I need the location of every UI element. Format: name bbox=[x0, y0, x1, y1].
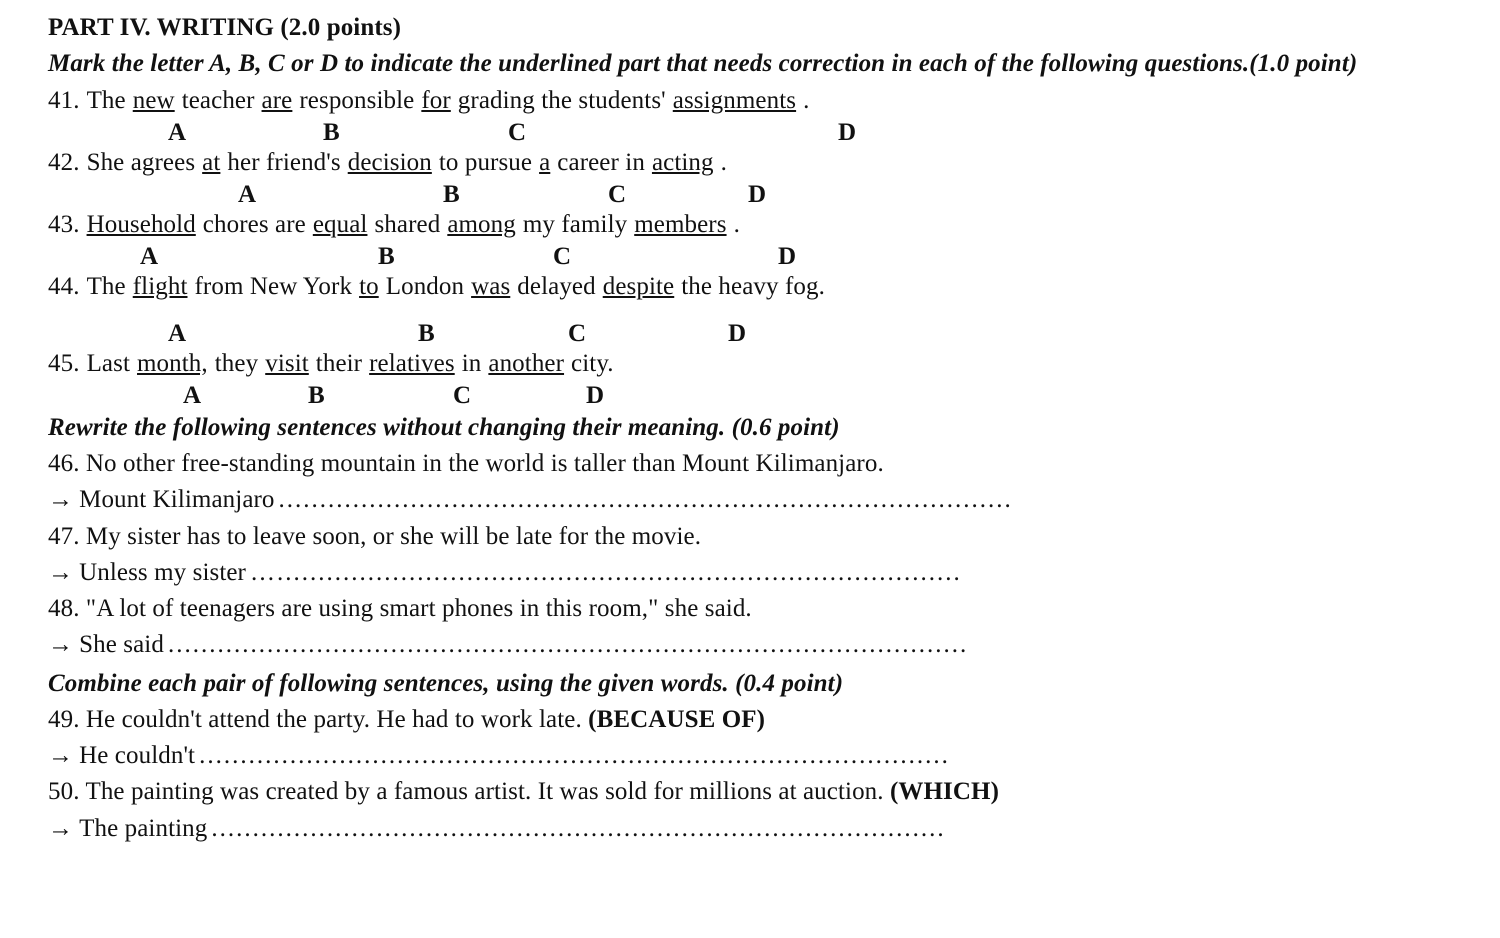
option-B-text: equal bbox=[313, 207, 368, 243]
combine-answer-line: →He couldn't............................… bbox=[48, 738, 1452, 774]
option-letters-row: ABCD bbox=[48, 316, 948, 346]
combine-lead: He couldn't bbox=[79, 738, 195, 774]
option-letter-C[interactable]: C bbox=[568, 316, 586, 352]
option-C-text: was bbox=[471, 269, 510, 305]
question-sentence: 45. Last month, they visit their relativ… bbox=[48, 346, 1452, 382]
option-letter-B[interactable]: B bbox=[308, 378, 325, 414]
option-letter-C[interactable]: C bbox=[553, 239, 571, 275]
option-B-text: decision bbox=[348, 145, 432, 181]
option-D-text: members bbox=[634, 207, 726, 243]
question-sentence: 42. She agrees at her friend's decision … bbox=[48, 145, 1452, 181]
option-B-text: are bbox=[262, 83, 293, 119]
option-A-text: at bbox=[202, 145, 220, 181]
answer-blank[interactable]: ........................................… bbox=[279, 482, 1013, 518]
question-42: 42. She agrees at her friend's decision … bbox=[48, 145, 1452, 207]
option-letter-D[interactable]: D bbox=[728, 316, 746, 352]
option-B-text: visit bbox=[265, 346, 309, 382]
option-letter-B[interactable]: B bbox=[378, 239, 395, 275]
rewrite-answer-line: → She said..............................… bbox=[48, 627, 1452, 663]
exam-page: PART IV. WRITING (2.0 points) Mark the l… bbox=[0, 0, 1500, 857]
combine-lead: The painting bbox=[79, 811, 207, 847]
arrow-icon: → bbox=[48, 482, 75, 518]
option-letter-A[interactable]: A bbox=[168, 115, 186, 151]
rewrite-answer-line: → Unless my sister….....................… bbox=[48, 555, 1452, 591]
rewrite-sentence: 47. My sister has to leave soon, or she … bbox=[48, 519, 1452, 555]
option-letter-B[interactable]: B bbox=[418, 316, 435, 352]
instruction-rewrite: Rewrite the following sentences without … bbox=[48, 410, 1452, 446]
combine-block: 49. He couldn't attend the party. He had… bbox=[48, 702, 1452, 847]
question-sentence: 41. The new teacher are responsible for … bbox=[48, 83, 1452, 119]
option-letters-row: ABCD bbox=[48, 239, 948, 269]
option-letters-row: ABCD bbox=[48, 115, 1048, 145]
option-D-text: despite bbox=[603, 269, 675, 305]
rewrite-lead: Unless my sister bbox=[79, 555, 246, 591]
question-44: 44. The flight from New York to London w… bbox=[48, 269, 1452, 345]
question-41: 41. The new teacher are responsible for … bbox=[48, 83, 1452, 145]
rewrite-item-46: 46. No other free-standing mountain in t… bbox=[48, 446, 1452, 519]
option-A-text: new bbox=[133, 83, 175, 119]
question-43: 43. Household chores are equal shared am… bbox=[48, 207, 1452, 269]
answer-blank[interactable]: ….......................................… bbox=[250, 555, 962, 591]
rewrite-answer-line: → Mount Kilimanjaro.....................… bbox=[48, 482, 1452, 518]
rewrite-item-47: 47. My sister has to leave soon, or she … bbox=[48, 519, 1452, 592]
rewrite-sentence: 46. No other free-standing mountain in t… bbox=[48, 446, 1452, 482]
option-letter-B[interactable]: B bbox=[323, 115, 340, 151]
option-letter-D[interactable]: D bbox=[748, 177, 766, 213]
option-C-text: relatives bbox=[369, 346, 455, 382]
arrow-icon: → bbox=[48, 555, 75, 591]
option-letters-row: ABCD bbox=[48, 177, 948, 207]
rewrite-lead: Mount Kilimanjaro bbox=[79, 482, 274, 518]
rewrite-item-48: 48. "A lot of teenagers are using smart … bbox=[48, 591, 1452, 664]
option-D-text: assignments bbox=[673, 83, 796, 119]
combine-sentence: 50. The painting was created by a famous… bbox=[48, 774, 1452, 810]
option-D-text: acting bbox=[652, 145, 714, 181]
option-letter-A[interactable]: A bbox=[140, 239, 158, 275]
option-letter-D[interactable]: D bbox=[838, 115, 856, 151]
combine-hint: (WHICH) bbox=[890, 778, 999, 805]
option-letter-B[interactable]: B bbox=[443, 177, 460, 213]
option-C-text: for bbox=[421, 83, 450, 119]
part-title: PART IV. WRITING (2.0 points) bbox=[48, 10, 1452, 46]
option-letter-A[interactable]: A bbox=[183, 378, 201, 414]
option-letter-C[interactable]: C bbox=[453, 378, 471, 414]
answer-blank[interactable]: ........................................… bbox=[168, 627, 968, 663]
option-A-text: Household bbox=[87, 207, 196, 243]
combine-sentence: 49. He couldn't attend the party. He had… bbox=[48, 702, 1452, 738]
answer-blank[interactable]: ........................................… bbox=[199, 738, 950, 774]
answer-blank[interactable]: ........................................… bbox=[211, 811, 945, 847]
option-letter-A[interactable]: A bbox=[168, 316, 186, 352]
option-letter-C[interactable]: C bbox=[508, 115, 526, 151]
combine-answer-line: →The painting...........................… bbox=[48, 811, 1452, 847]
question-sentence: 44. The flight from New York to London w… bbox=[48, 269, 1452, 305]
option-letter-D[interactable]: D bbox=[586, 378, 604, 414]
instruction-combine: Combine each pair of following sentences… bbox=[48, 666, 1452, 702]
arrow-icon: → bbox=[48, 811, 75, 847]
error-questions-block: 41. The new teacher are responsible for … bbox=[48, 83, 1452, 408]
option-C-text: a bbox=[539, 145, 550, 181]
combine-item-50: 50. The painting was created by a famous… bbox=[48, 774, 1452, 847]
combine-item-49: 49. He couldn't attend the party. He had… bbox=[48, 702, 1452, 775]
option-letter-A[interactable]: A bbox=[238, 177, 256, 213]
instruction-error-correction: Mark the letter A, B, C or D to indicate… bbox=[48, 46, 1452, 82]
combine-hint: (BECAUSE OF) bbox=[588, 706, 765, 733]
option-letters-row: ABCD bbox=[48, 378, 748, 408]
arrow-icon: → bbox=[48, 627, 75, 663]
rewrite-lead: She said bbox=[79, 627, 164, 663]
rewrite-sentence: 48. "A lot of teenagers are using smart … bbox=[48, 591, 1452, 627]
option-letter-D[interactable]: D bbox=[778, 239, 796, 275]
question-45: 45. Last month, they visit their relativ… bbox=[48, 346, 1452, 408]
option-B-text: to bbox=[359, 269, 379, 305]
option-letter-C[interactable]: C bbox=[608, 177, 626, 213]
option-D-text: another bbox=[488, 346, 564, 382]
rewrite-block: 46. No other free-standing mountain in t… bbox=[48, 446, 1452, 664]
arrow-icon: → bbox=[48, 738, 75, 774]
